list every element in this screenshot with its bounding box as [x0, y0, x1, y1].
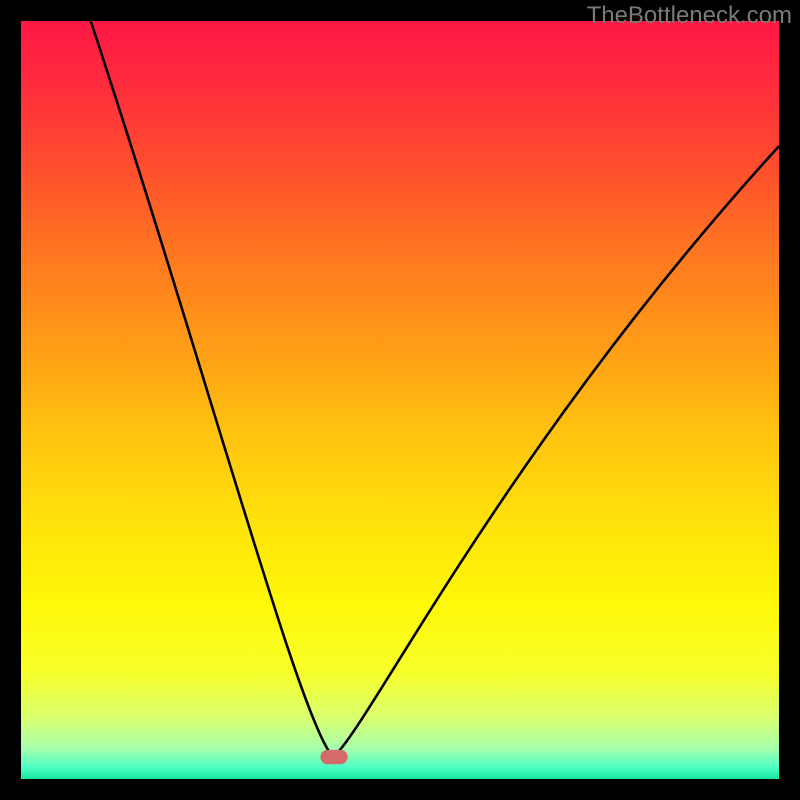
bottleneck-chart: TheBottleneck.com — [0, 0, 800, 800]
chart-svg — [0, 0, 800, 800]
gradient-background — [21, 21, 779, 779]
optimum-marker — [320, 750, 347, 764]
watermark-text: TheBottleneck.com — [587, 2, 792, 30]
